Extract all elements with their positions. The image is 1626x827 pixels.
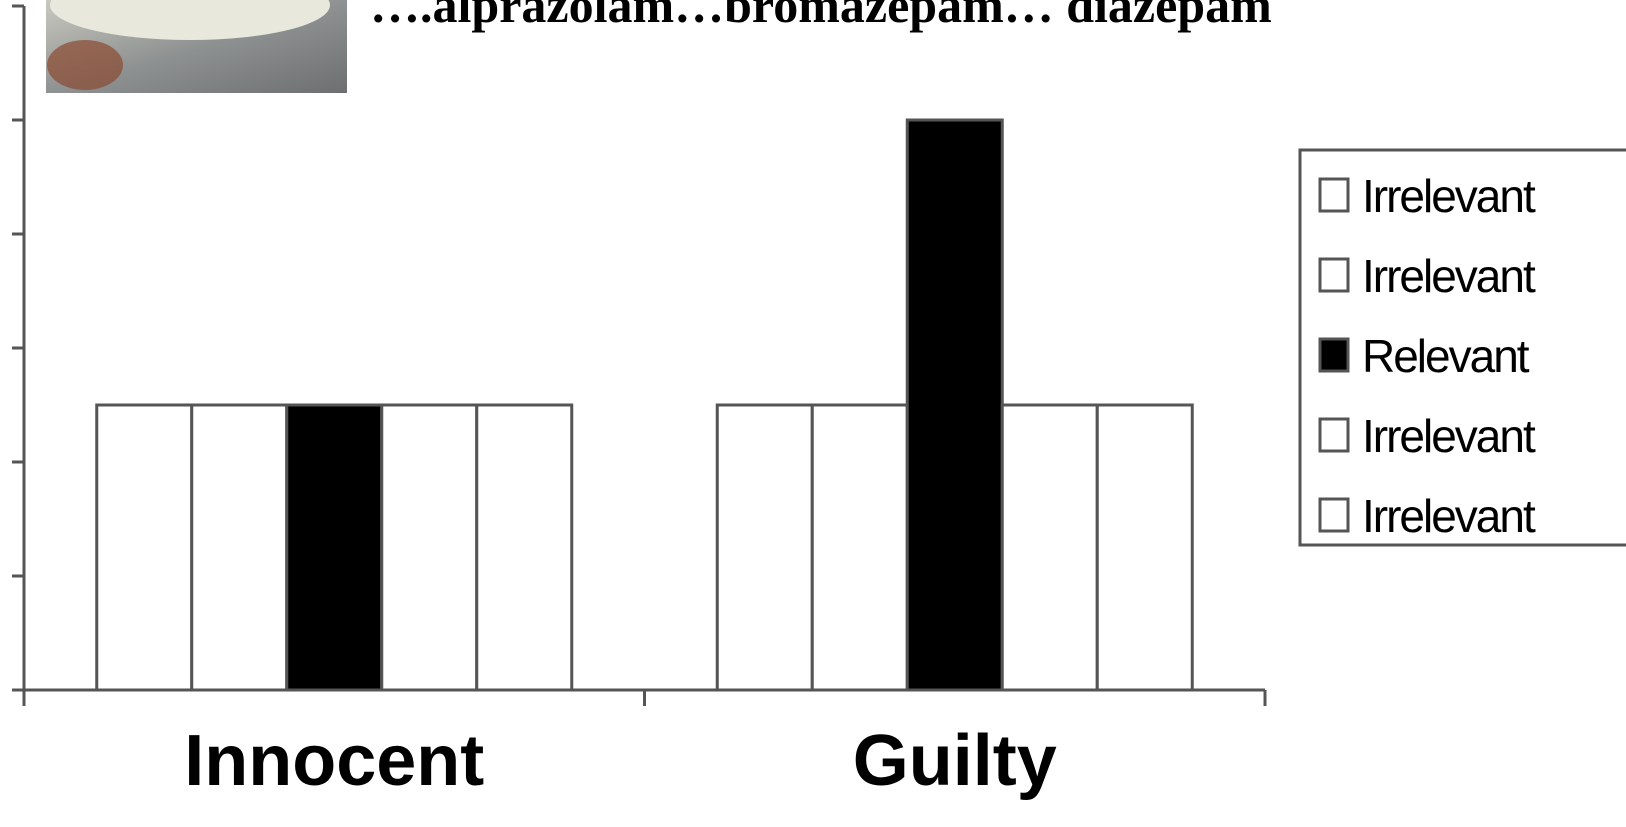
legend-label: Irrelevant [1362, 250, 1536, 302]
bar [475, 403, 574, 692]
legend-marker [1318, 177, 1350, 213]
bar [905, 118, 1004, 692]
bar [1095, 403, 1194, 692]
legend-marker [1318, 337, 1350, 373]
bar [380, 403, 479, 692]
legend-box [1298, 148, 1626, 547]
bar [95, 403, 194, 692]
x-tick-label: Innocent [184, 721, 484, 801]
bar [285, 403, 384, 692]
legend-label: Irrelevant [1362, 490, 1536, 542]
photo [46, 0, 347, 93]
bar [810, 403, 909, 692]
bar [1000, 403, 1099, 692]
bar [715, 403, 814, 692]
legend-label: Relevant [1362, 330, 1530, 382]
legend-marker [1318, 497, 1350, 533]
chart-title: ….alprazolam…bromazepam… diazepam [370, 0, 1272, 33]
x-tick-label: Guilty [853, 721, 1057, 801]
bar [190, 403, 289, 692]
legend-marker [1318, 417, 1350, 453]
legend-label: Irrelevant [1362, 170, 1536, 222]
legend-marker [1318, 257, 1350, 293]
legend-label: Irrelevant [1362, 410, 1536, 462]
